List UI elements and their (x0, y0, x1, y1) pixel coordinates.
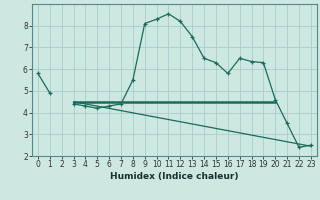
X-axis label: Humidex (Indice chaleur): Humidex (Indice chaleur) (110, 172, 239, 181)
